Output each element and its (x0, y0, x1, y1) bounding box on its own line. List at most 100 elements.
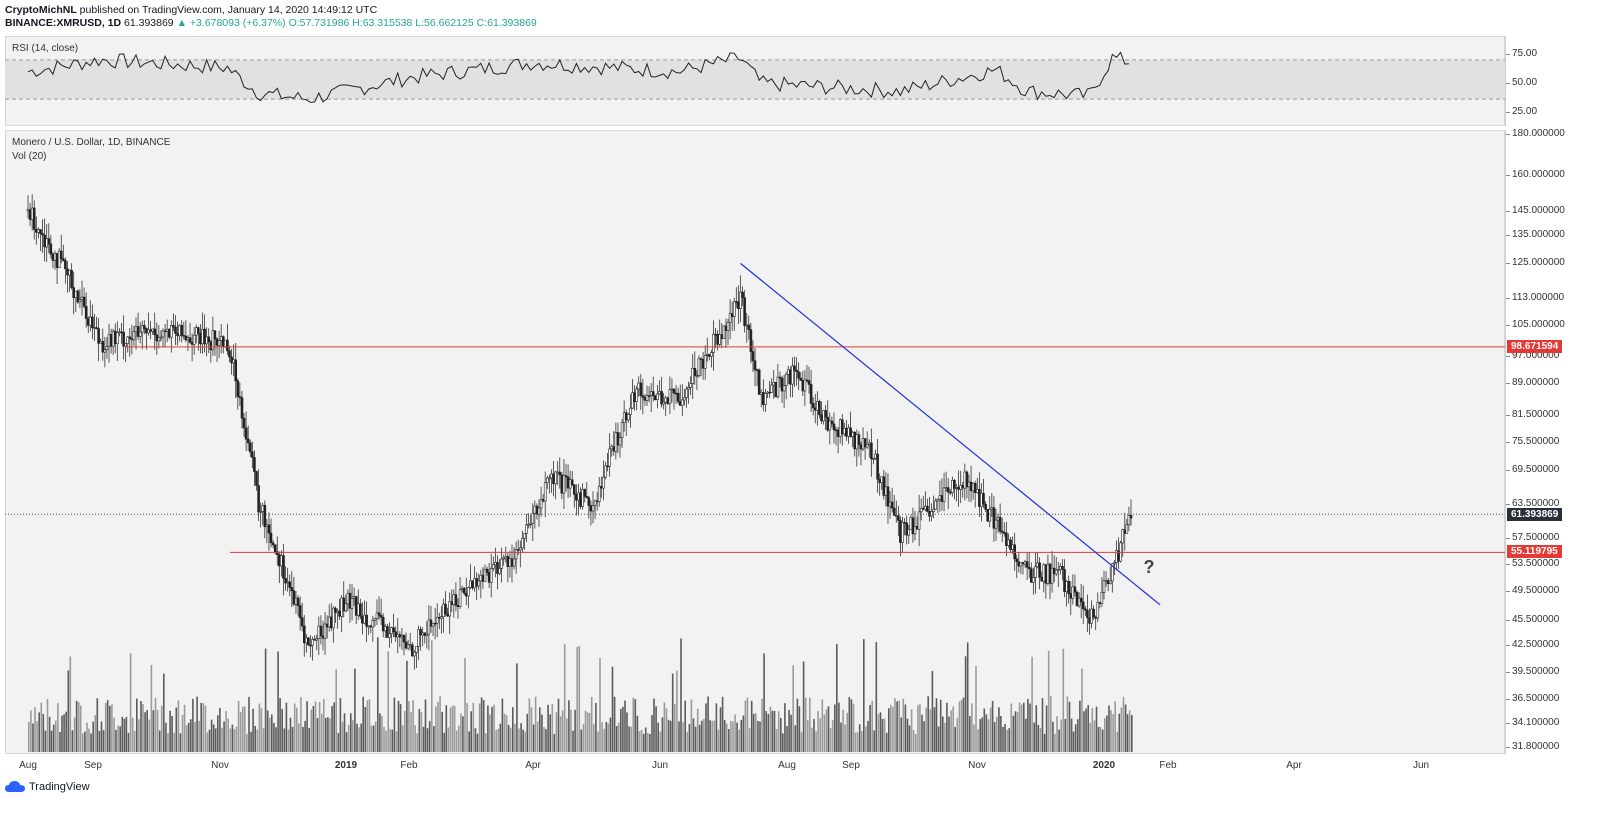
candle-body (730, 313, 734, 317)
volume-bar (88, 728, 90, 752)
candle-body (874, 453, 877, 459)
candle-body (548, 477, 551, 480)
candle-body (604, 465, 607, 478)
volume-bar (593, 724, 595, 752)
volume-bar (875, 642, 878, 752)
volume-bar (468, 731, 470, 752)
candle-body (500, 558, 503, 569)
volume-bar (647, 732, 649, 752)
volume-bar (75, 700, 78, 752)
volume-bar (144, 712, 146, 752)
candle-body (186, 337, 190, 341)
volume-bar (100, 721, 103, 752)
volume-bar (671, 673, 674, 752)
volume-bar (794, 725, 797, 752)
volume-bar (532, 724, 535, 752)
candle-body (168, 328, 171, 338)
volume-bar (447, 727, 450, 752)
volume-bar (966, 642, 969, 752)
volume-bar (944, 722, 946, 752)
price-axis[interactable]: 180.000000 160.000000 145.000000 135.000… (1505, 128, 1600, 754)
volume-bar (921, 714, 923, 752)
candle-body (255, 471, 258, 486)
open-label: O: (288, 17, 300, 29)
volume-bar (217, 715, 219, 752)
volume-bar (48, 716, 51, 752)
candle-body (994, 519, 998, 529)
candle-body (606, 465, 609, 468)
candle-body (768, 391, 771, 394)
price-pane[interactable]: Monero / U.S. Dollar, 1D, BINANCE Vol (2… (5, 130, 1505, 754)
time-tick: 2019 (334, 760, 358, 771)
candle-body (201, 328, 204, 345)
volume-bar (1010, 703, 1013, 752)
candle-body (392, 627, 395, 633)
candle-body (1129, 515, 1133, 519)
candle-body (975, 488, 979, 493)
tradingview-logo[interactable]: TradingView (5, 781, 90, 793)
candle-body (298, 605, 302, 618)
candle-body (518, 547, 522, 551)
candle-body (132, 331, 136, 341)
candle-body (423, 632, 427, 636)
volume-bar (692, 718, 695, 752)
candle-body (1090, 608, 1093, 624)
candle-body (1071, 586, 1075, 599)
candle-body (379, 615, 383, 618)
volume-bar (109, 705, 111, 752)
volume-bar (258, 703, 261, 752)
candle-body (687, 387, 690, 390)
volume-bar (420, 712, 423, 752)
volume-bar (854, 732, 857, 752)
candle-body (761, 391, 765, 405)
volume-bar (65, 711, 67, 752)
volume-bar (364, 707, 367, 752)
candle-body (664, 397, 668, 403)
volume-bar (462, 716, 464, 752)
rsi-price-axis[interactable]: 75.00 50.00 25.00 (1505, 36, 1600, 126)
candle-body (433, 622, 437, 625)
price-tick: 180.000000 (1506, 128, 1565, 139)
candle-body (660, 391, 663, 405)
volume-bar (156, 709, 159, 752)
candle-body (523, 533, 526, 539)
candle-body (512, 558, 516, 567)
candle-body (1127, 515, 1131, 526)
candle-body (980, 493, 983, 507)
candle-body (86, 318, 90, 326)
volume-bar (254, 725, 256, 752)
volume-bar (410, 712, 412, 752)
candle-body (1048, 563, 1052, 584)
candle-body (84, 305, 88, 319)
candle-body (616, 432, 620, 446)
volume-bar (732, 721, 734, 752)
volume-bar (640, 729, 643, 752)
volume-bar (131, 717, 134, 752)
volume-bar (956, 717, 959, 752)
candle-body (948, 491, 952, 494)
volume-bar (551, 704, 554, 752)
volume-bar (796, 698, 799, 752)
volume-bar (1097, 726, 1100, 752)
candle-body (558, 471, 562, 476)
candle-body (726, 321, 730, 331)
volume-bar (279, 698, 281, 752)
candle-body (699, 358, 703, 361)
candle-body (1084, 608, 1087, 611)
volume-bar (478, 703, 481, 752)
candle-body (39, 229, 42, 234)
candle-body (525, 524, 528, 534)
volume-bar (250, 731, 252, 752)
candle-body (818, 400, 821, 416)
candle-body (583, 489, 587, 497)
volume-bar (942, 716, 944, 752)
volume-bar (761, 698, 763, 752)
candle-body (103, 349, 107, 353)
price-tick: 63.500000 (1505, 498, 1560, 509)
volume-bar (291, 726, 294, 752)
volume-bar (867, 720, 869, 752)
candle-body (953, 479, 956, 489)
candle-body (475, 578, 479, 587)
candle-body (624, 412, 628, 421)
candle-body (685, 388, 688, 398)
